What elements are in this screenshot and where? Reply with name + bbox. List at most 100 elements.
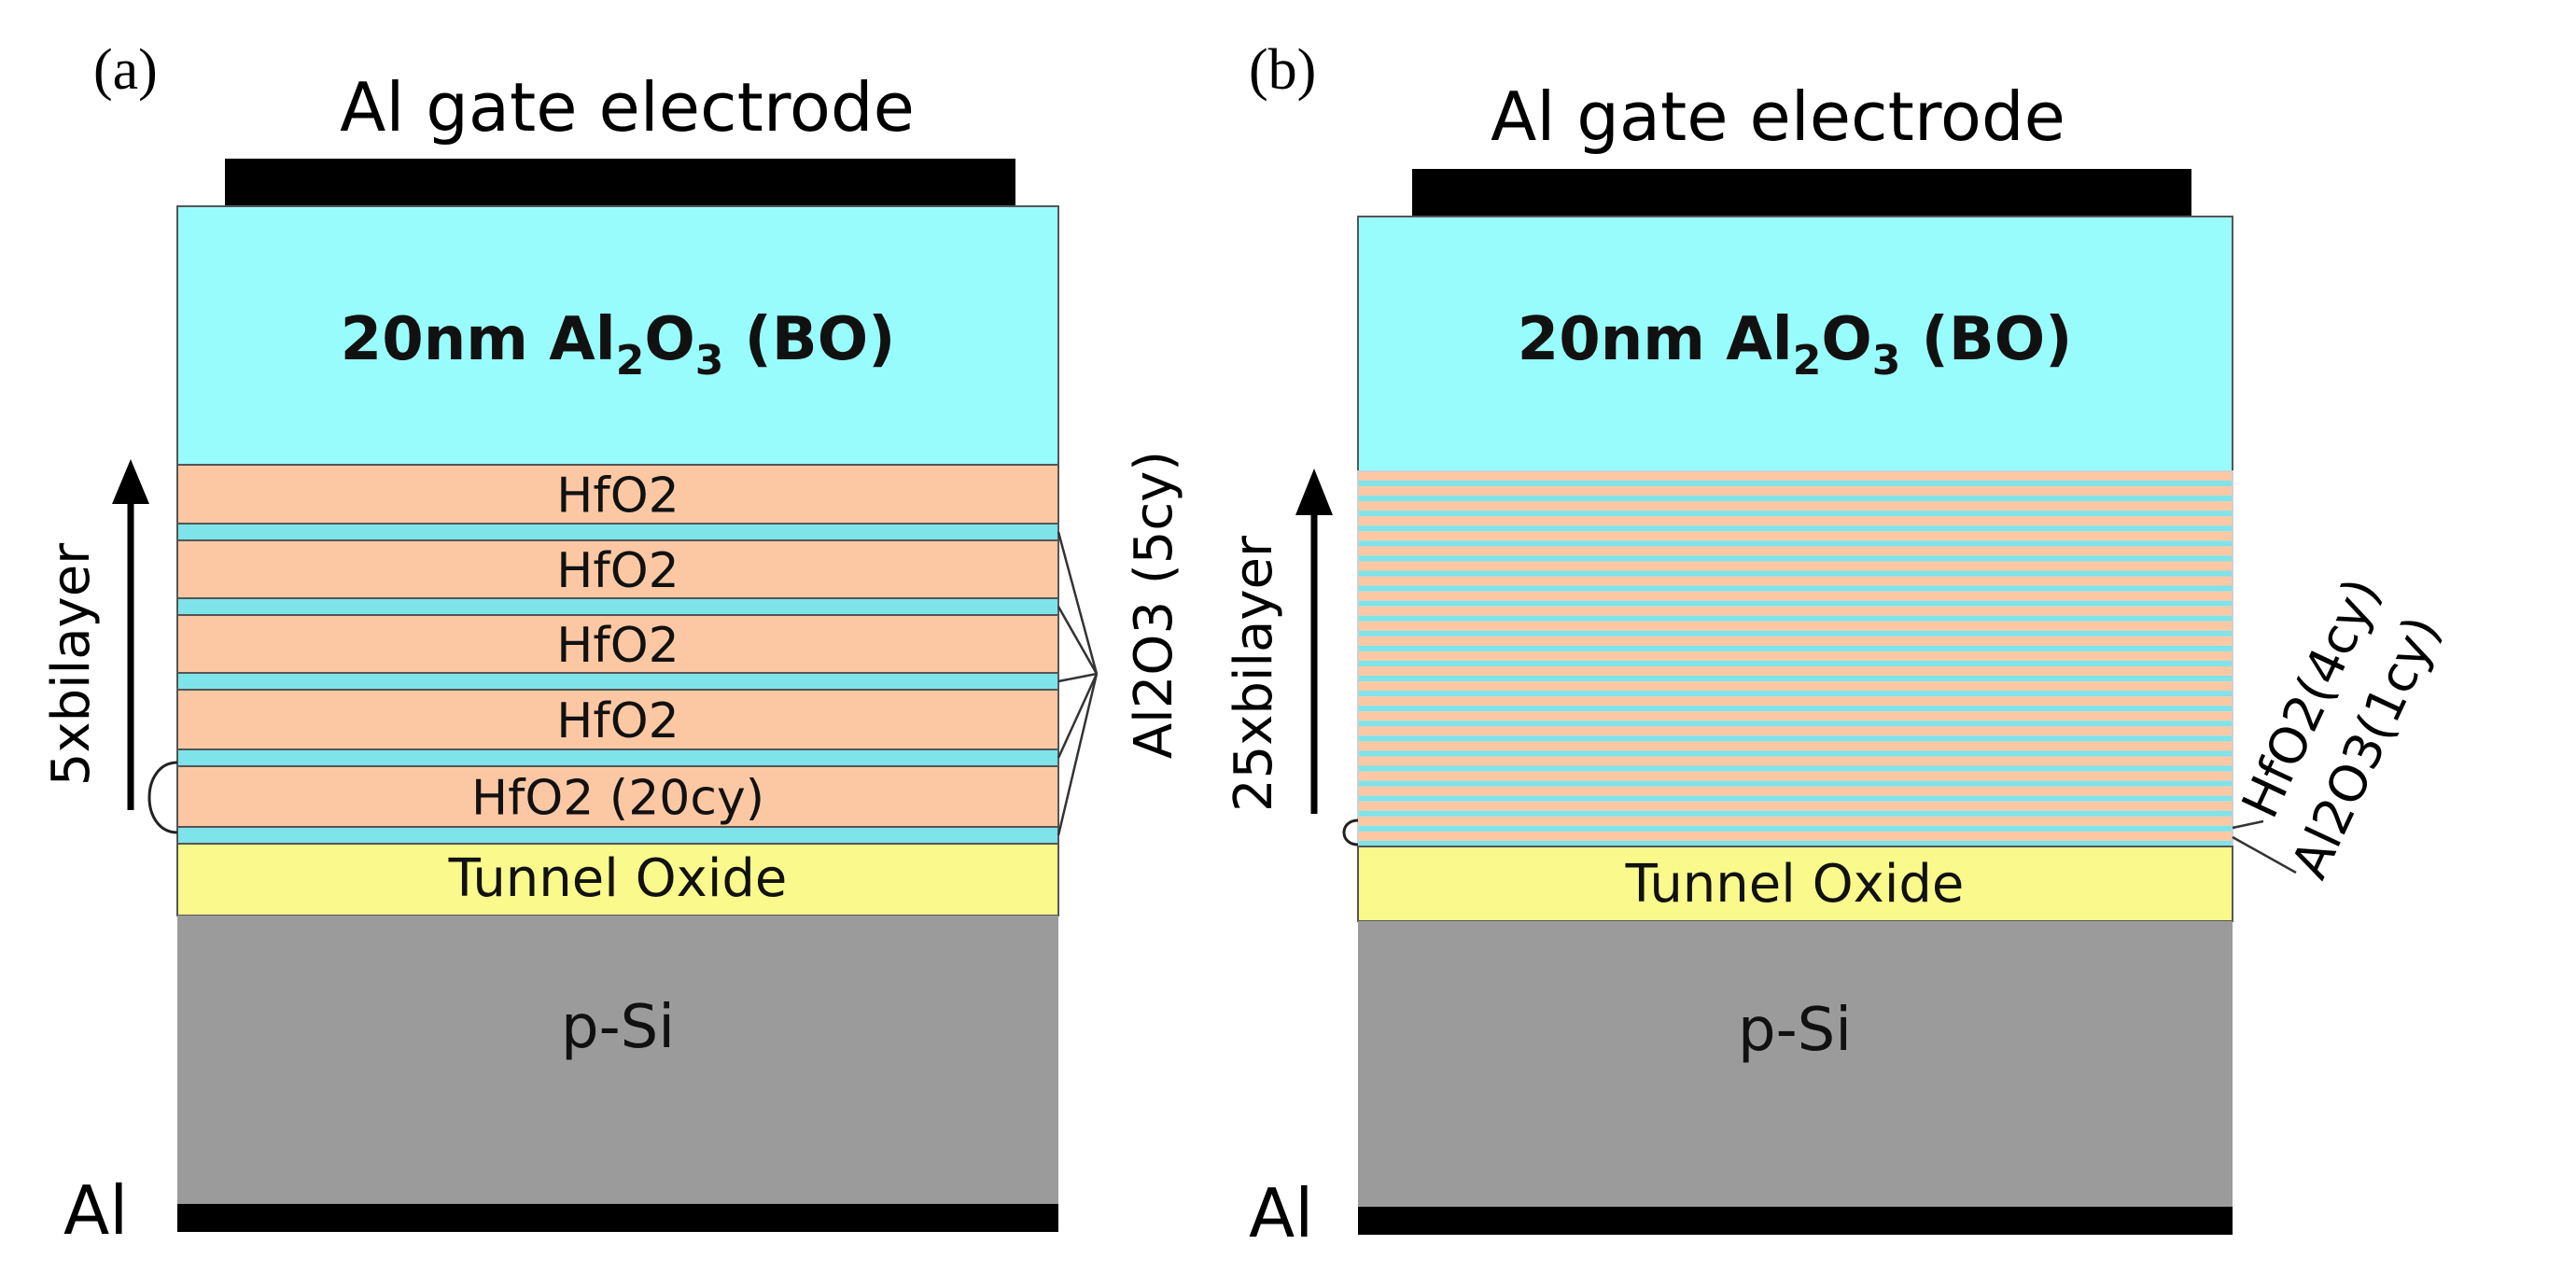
panel-a-al2o3-layer bbox=[176, 748, 1059, 767]
panel-a-al2o3-leader-line bbox=[1057, 672, 1098, 683]
panel-b-stack-arrowhead bbox=[1295, 469, 1333, 515]
panel-a-tunnel-oxide-label: Tunnel Oxide bbox=[448, 848, 788, 909]
panel-b-al2o3-layer bbox=[1358, 720, 2233, 727]
panel-a-al2o3-layer bbox=[176, 826, 1059, 845]
panel-b-blocking-oxide-label: 20nm Al2O3 (BO) bbox=[1518, 305, 2073, 385]
panel-b-al2o3-layer bbox=[1358, 691, 2233, 697]
panel-a-substrate-label: p-Si bbox=[561, 993, 675, 1062]
panel-b-hfo2-layer bbox=[1358, 516, 2233, 526]
panel-a-hfo2-layer bbox=[176, 614, 1059, 674]
panel-a-hfo2-label: HfO2 (20cy) bbox=[471, 771, 764, 827]
panel-b-al2o3-layer bbox=[1358, 810, 2233, 817]
panel-b-hfo2-layer bbox=[1358, 786, 2233, 796]
panel-b-substrate bbox=[1358, 921, 2233, 1207]
panel-b-gate-label: Al gate electrode bbox=[1491, 77, 2065, 156]
panel-b-stack-label: 25xbilayer bbox=[1224, 535, 1284, 812]
panel-a-back-contact-label: Al bbox=[63, 1171, 128, 1250]
panel-b-hfo2-layer bbox=[1358, 621, 2233, 631]
panel-b-hfo2-layer bbox=[1358, 801, 2233, 811]
panel-b-hfo2-layer bbox=[1358, 546, 2233, 556]
panel-b-hfo2-layer bbox=[1358, 681, 2233, 692]
panel-b-bilayer-stack bbox=[1357, 470, 2233, 847]
panel-a-bilayer-stack: HfO2 HfO2 HfO2 HfO2 HfO2 (20cy) bbox=[176, 464, 1059, 845]
panel-b-hfo2-layer bbox=[1358, 606, 2233, 616]
panel-a-al2o3-leader-line bbox=[1057, 673, 1099, 759]
panel-b-hfo2-layer bbox=[1358, 696, 2233, 706]
panel-b-al2o3-layer bbox=[1358, 840, 2233, 846]
panel-a-al2o3-layer bbox=[176, 523, 1059, 541]
panel-b-al2o3-layer bbox=[1358, 525, 2233, 532]
panel-a-blocking-oxide-label: 20nm Al2O3 (BO) bbox=[341, 305, 896, 385]
panel-b-tag: (b) bbox=[1249, 38, 1316, 102]
panel-b-al2o3-layer bbox=[1358, 615, 2233, 622]
panel-b-hfo2-layer bbox=[1358, 486, 2233, 497]
panel-b-hfo2-layer bbox=[1358, 756, 2233, 766]
panel-b-hfo2-layer bbox=[1358, 771, 2233, 781]
panel-a-hfo2-label: HfO2 bbox=[556, 469, 679, 525]
panel-b-tunnel-oxide-label: Tunnel Oxide bbox=[1625, 854, 1965, 915]
panel-a-hfo2-layer bbox=[176, 539, 1059, 599]
panel-b-al2o3-layer bbox=[1358, 795, 2233, 802]
panel-b-hfo2-layer bbox=[1358, 561, 2233, 571]
panel-b-hfo2-leader bbox=[2232, 819, 2264, 830]
panel-b-loop-bracket bbox=[1342, 818, 1359, 846]
panel-b-al2o3-layer bbox=[1358, 630, 2233, 636]
panel-b-al2o3-leader bbox=[2232, 835, 2297, 874]
panel-b-hfo2-layer bbox=[1358, 591, 2233, 601]
panel-a-al2o3-leader-line bbox=[1057, 531, 1099, 675]
panel-a-hfo2-layer bbox=[176, 689, 1059, 750]
panel-a-al2o3-leaders bbox=[1057, 531, 1099, 836]
panel-a-al2o3-label: Al2O3 (5cy) bbox=[1124, 451, 1184, 759]
panel-b-blocking-oxide bbox=[1357, 216, 2233, 472]
panel-b-hfo2-layer bbox=[1358, 816, 2233, 826]
panel-a-gate-electrode bbox=[225, 159, 1015, 210]
panel-b-al2o3-layer bbox=[1358, 480, 2233, 487]
panel-b-al2o3-layer bbox=[1358, 735, 2233, 742]
panel-b-gate-electrode bbox=[1412, 169, 2191, 219]
panel-b: (b) Al gate electrode 20nm Al2O3 (BO) Tu… bbox=[1224, 38, 2452, 1252]
panel-b-al2o3-layer bbox=[1358, 540, 2233, 547]
panel-b-hfo2-layer bbox=[1358, 726, 2233, 736]
panel-b-al2o3-layer bbox=[1358, 780, 2233, 787]
panel-a-al2o3-layer bbox=[176, 672, 1059, 691]
panel-a-stack-label: 5xbilayer bbox=[41, 542, 102, 786]
panel-b-hfo2-layer bbox=[1358, 741, 2233, 751]
panel-a-hfo2-layer bbox=[176, 464, 1059, 525]
panel-b-al2o3-layer bbox=[1358, 750, 2233, 757]
panel-a-al2o3-leader-line bbox=[1057, 606, 1099, 675]
panel-b-hfo2-layer bbox=[1358, 531, 2233, 541]
panel-b-al2o3-layer bbox=[1358, 600, 2233, 607]
panel-b-hfo2-layer bbox=[1358, 576, 2233, 586]
panel-b-hfo2-layer bbox=[1358, 831, 2233, 841]
panel-b-hfo2-layer bbox=[1358, 650, 2233, 661]
panel-a-substrate bbox=[177, 916, 1058, 1204]
panel-b-al2o3-layer bbox=[1358, 511, 2233, 517]
panel-a-al2o3-layer bbox=[176, 597, 1059, 616]
panel-b-al2o3-layer bbox=[1358, 660, 2233, 667]
panel-a-stack-arrowhead bbox=[112, 459, 149, 504]
panel-b-hfo2-layer bbox=[1358, 666, 2233, 677]
panel-b-substrate-label: p-Si bbox=[1738, 996, 1852, 1065]
panel-b-al2o3-layer bbox=[1358, 496, 2233, 502]
panel-b-back-contact bbox=[1358, 1207, 2233, 1235]
panel-b-al2o3-layer bbox=[1358, 645, 2233, 651]
panel-a-al2o3-leader-line bbox=[1057, 673, 1099, 836]
panel-a-blocking-oxide bbox=[176, 205, 1059, 466]
panel-b-al2o3-layer bbox=[1358, 825, 2233, 832]
panel-b-hfo2-layer bbox=[1358, 501, 2233, 511]
panel-a: (a) Al gate electrode 20nm Al2O3 (BO) Hf… bbox=[41, 38, 1184, 1250]
panel-a-hfo2-label: HfO2 bbox=[556, 693, 679, 749]
panel-b-back-contact-label: Al bbox=[1249, 1174, 1313, 1252]
panel-b-hfo2-layer bbox=[1358, 711, 2233, 721]
panel-b-al2o3-layer bbox=[1358, 765, 2233, 772]
panel-b-al2o3-layer bbox=[1358, 706, 2233, 712]
panel-a-tag: (a) bbox=[93, 38, 158, 102]
panel-b-hfo2-layer bbox=[1358, 471, 2233, 481]
panel-b-al2o3-layer bbox=[1358, 676, 2233, 682]
panel-a-gate-label: Al gate electrode bbox=[340, 68, 915, 147]
panel-a-back-contact bbox=[177, 1204, 1058, 1232]
panel-b-al2o3-layer bbox=[1358, 555, 2233, 562]
panel-b-al2o3-layer bbox=[1358, 585, 2233, 592]
panel-b-hfo2-layer bbox=[1358, 636, 2233, 646]
